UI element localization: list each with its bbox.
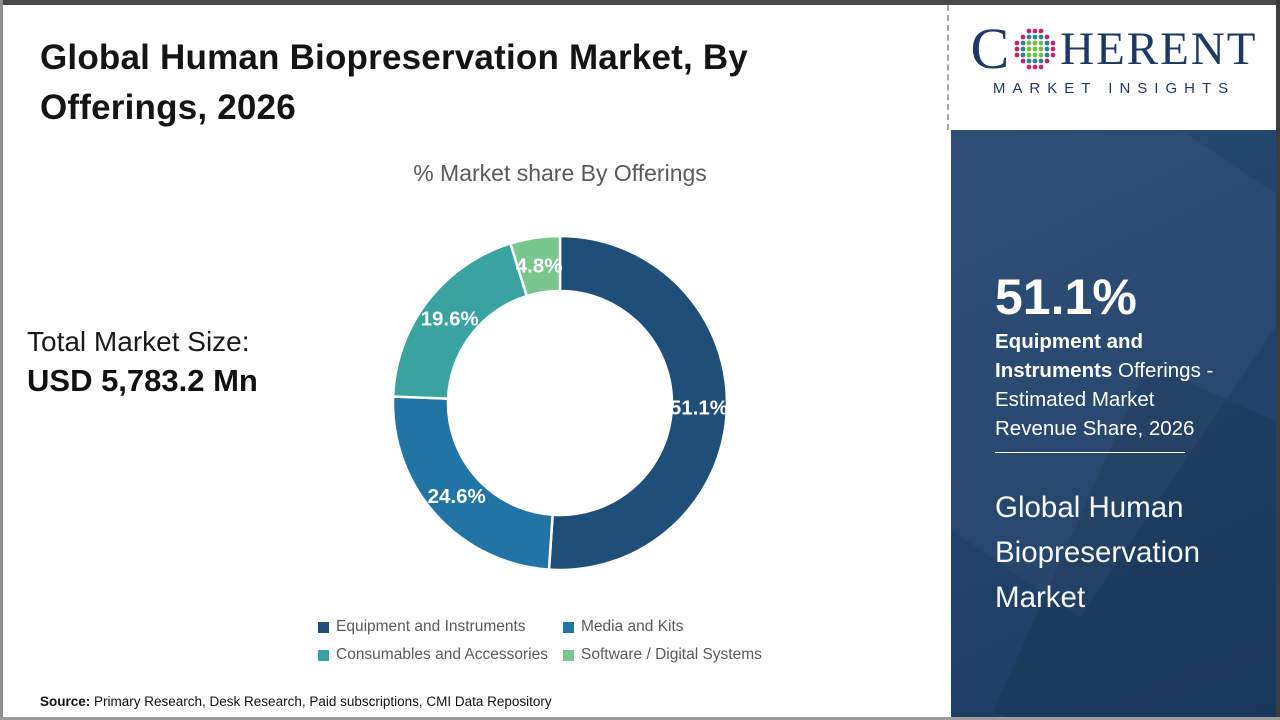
- donut-slice-4: [509, 234, 562, 298]
- slice-label: 24.6%: [428, 485, 486, 508]
- legend-label: Software / Digital Systems: [581, 646, 762, 663]
- donut-chart-svg: 51.1% 24.6% 19.6% 4.8%: [391, 234, 729, 572]
- frame-border-top: [0, 0, 1280, 5]
- legend-label: Media and Kits: [581, 618, 684, 635]
- logo-letter-c: C: [970, 16, 1011, 81]
- legend-label: Equipment and Instruments: [336, 618, 526, 635]
- legend-item: Consumables and Accessories: [318, 646, 563, 664]
- sidebar-highlight-description: Equipment and Instruments Offerings - Es…: [995, 327, 1229, 443]
- logo-wordmark: C HERENT: [964, 20, 1264, 78]
- total-market-block: Total Market Size: USD 5,783.2 Mn: [27, 326, 258, 399]
- sidebar-panel: 51.1% Equipment and Instruments Offering…: [951, 130, 1276, 717]
- total-market-label: Total Market Size:: [27, 326, 250, 357]
- sidebar-highlight-segment: Equipment and Instruments: [995, 330, 1144, 382]
- slice-label: 51.1%: [670, 397, 728, 420]
- legend-item: Media and Kits: [563, 618, 762, 636]
- source-label: Source:: [40, 694, 91, 709]
- sidebar-highlight-rest: Offerings - Estimated Market Revenue Sha…: [995, 359, 1214, 440]
- total-market-value: USD 5,783.2 Mn: [27, 363, 258, 398]
- slice-label: 19.6%: [421, 307, 479, 330]
- chart-legend: Equipment and Instruments Media and Kits C…: [318, 618, 762, 664]
- legend-swatch-icon: [318, 649, 329, 661]
- donut-slice-1: [547, 234, 729, 572]
- page-title: Global Human Biopreservation Market, By …: [40, 38, 748, 127]
- legend-item: Equipment and Instruments: [318, 618, 563, 636]
- legend-swatch-icon: [563, 621, 574, 633]
- coherent-market-insights-logo: C HERENT MARKET INSIGHTS: [964, 20, 1264, 98]
- logo-dotted-o-icon: [1014, 28, 1056, 70]
- slice-label: 4.8%: [516, 255, 563, 278]
- legend-item: Software / Digital Systems: [563, 646, 762, 664]
- frame-border-bottom: [0, 717, 1280, 720]
- logo-subtext: MARKET INSIGHTS: [992, 80, 1236, 97]
- sidebar-report-title: Global Human Biopreservation Market: [995, 491, 1200, 614]
- legend-swatch-icon: [563, 649, 574, 661]
- legend-swatch-icon: [318, 621, 329, 633]
- logo-letters-herent: HERENT: [1060, 23, 1258, 75]
- sidebar-highlight-value: 51.1%: [995, 269, 1137, 325]
- source-line: Source: Primary Research, Desk Research,…: [40, 694, 552, 709]
- sidebar-divider-line: [995, 452, 1185, 453]
- source-text: Primary Research, Desk Research, Paid su…: [90, 694, 552, 709]
- divider-dashed-line: [947, 5, 949, 130]
- frame-border-right: [1276, 0, 1280, 720]
- chart-subtitle: % Market share By Offerings: [413, 160, 707, 186]
- donut-slice-2: [391, 395, 554, 571]
- donut-chart: 51.1% 24.6% 19.6% 4.8%: [372, 215, 748, 591]
- frame-border-left: [0, 0, 3, 720]
- legend-label: Consumables and Accessories: [336, 646, 548, 663]
